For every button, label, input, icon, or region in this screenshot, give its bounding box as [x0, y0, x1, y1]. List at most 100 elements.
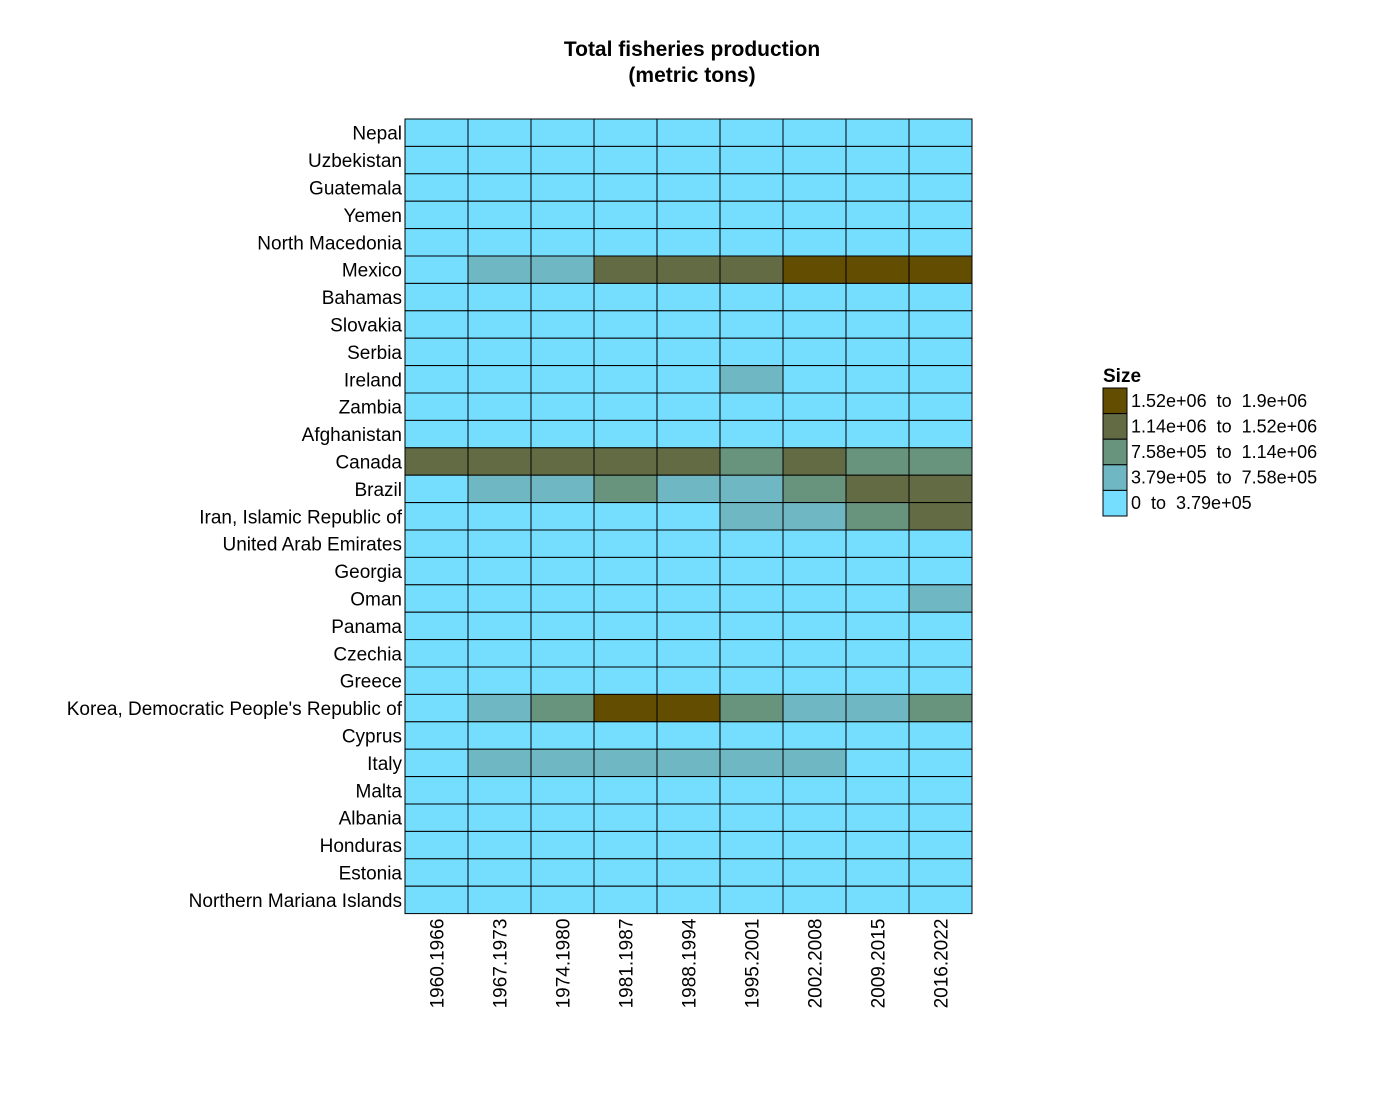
heatmap-cell	[404, 885, 469, 915]
heatmap-cell	[719, 693, 784, 723]
heatmap-cell	[656, 748, 721, 778]
heatmap-cell	[467, 502, 532, 531]
heatmap-cell	[593, 392, 658, 421]
heatmap-cell	[467, 419, 532, 449]
row-label: Slovakia	[330, 316, 402, 337]
heatmap-cell	[530, 447, 595, 476]
heatmap-cell	[467, 228, 532, 257]
heatmap-cell	[908, 365, 973, 394]
heatmap-cell	[908, 830, 973, 860]
heatmap-cell	[656, 392, 721, 421]
heatmap-cell	[467, 858, 532, 887]
heatmap-cell	[845, 474, 910, 504]
heatmap-cell	[908, 255, 973, 284]
heatmap-cell	[593, 282, 658, 312]
heatmap-cell	[845, 885, 910, 915]
heatmap-cell	[593, 419, 658, 449]
legend: Size 1.52e+06 to 1.9e+06 1.14e+06 to 1.52…	[1102, 366, 1317, 517]
heatmap-cell	[782, 748, 847, 778]
heatmap-cell	[656, 502, 721, 531]
heatmap-cell	[845, 858, 910, 887]
heatmap-cell	[404, 282, 469, 312]
heatmap-cell	[719, 529, 784, 558]
heatmap-cell	[908, 529, 973, 558]
heatmap-cell	[467, 885, 532, 915]
heatmap-cell	[404, 310, 469, 339]
row-label: Serbia	[347, 343, 402, 364]
heatmap-cell	[404, 776, 469, 805]
heatmap-cell	[530, 255, 595, 284]
heatmap-cell	[530, 282, 595, 312]
heatmap-cell	[719, 419, 784, 449]
column-label: 1981.1987	[617, 919, 638, 1009]
heatmap-cell	[782, 337, 847, 367]
heatmap-cell	[908, 639, 973, 668]
heatmap-cell	[908, 885, 973, 915]
heatmap-cell	[467, 721, 532, 750]
heatmap-cell	[845, 830, 910, 860]
column-label: 1995.2001	[743, 919, 764, 1009]
heatmap-cell	[530, 693, 595, 723]
heatmap-cell	[719, 118, 784, 147]
row-label: Ireland	[344, 370, 402, 391]
heatmap-cell	[530, 529, 595, 558]
heatmap-cell	[908, 693, 973, 723]
heatmap-cell	[530, 611, 595, 641]
heatmap-cell	[467, 529, 532, 558]
heatmap-cell	[908, 118, 973, 147]
heatmap-cell	[593, 885, 658, 915]
row-label: Guatemala	[309, 179, 402, 200]
heatmap-cell	[530, 830, 595, 860]
heatmap-cell	[845, 365, 910, 394]
heatmap-cell	[845, 173, 910, 202]
heatmap-cell	[656, 282, 721, 312]
heatmap-cell	[782, 885, 847, 915]
row-label: Cyprus	[342, 727, 402, 748]
heatmap-cell	[845, 502, 910, 531]
heatmap-cell	[467, 447, 532, 476]
row-label: Brazil	[354, 480, 402, 501]
heatmap-cell	[908, 474, 973, 504]
heatmap-cell	[656, 858, 721, 887]
heatmap-cell	[404, 529, 469, 558]
heatmap-cell	[467, 145, 532, 175]
heatmap-cell	[593, 255, 658, 284]
heatmap-cell	[908, 310, 973, 339]
heatmap-cell	[656, 145, 721, 175]
heatmap-cell	[656, 830, 721, 860]
heatmap-cell	[719, 282, 784, 312]
heatmap-cell	[845, 282, 910, 312]
heatmap-cell	[404, 721, 469, 750]
heatmap-cell	[404, 666, 469, 695]
heatmap-cell	[782, 556, 847, 586]
heatmap-cell	[719, 830, 784, 860]
heatmap-cell	[782, 145, 847, 175]
row-label: Yemen	[344, 206, 402, 227]
heatmap-cell	[719, 392, 784, 421]
row-label: Greece	[340, 672, 402, 693]
heatmap-cell	[656, 200, 721, 230]
heatmap-cell	[593, 556, 658, 586]
heatmap-cell	[782, 474, 847, 504]
legend-label: 7.58e+05 to 1.14e+06	[1131, 442, 1317, 462]
heatmap-cell	[908, 200, 973, 230]
heatmap-cell	[782, 611, 847, 641]
row-label: Northern Mariana Islands	[189, 891, 402, 912]
heatmap-cell	[908, 145, 973, 175]
row-label: Albania	[339, 809, 403, 830]
heatmap-cell	[719, 173, 784, 202]
heatmap-cell	[530, 337, 595, 367]
heatmap-cell	[404, 337, 469, 367]
heatmap-cell	[656, 885, 721, 915]
heatmap-cell	[782, 200, 847, 230]
heatmap-cell	[530, 392, 595, 421]
heatmap-cell	[593, 666, 658, 695]
row-label: Iran, Islamic Republic of	[199, 507, 402, 528]
heatmap-cell	[593, 529, 658, 558]
heatmap-cell	[593, 173, 658, 202]
heatmap-cell	[719, 228, 784, 257]
column-label: 2009.2015	[869, 919, 890, 1009]
heatmap-cell	[719, 721, 784, 750]
heatmap-cell	[656, 447, 721, 476]
heatmap-cell	[656, 419, 721, 449]
